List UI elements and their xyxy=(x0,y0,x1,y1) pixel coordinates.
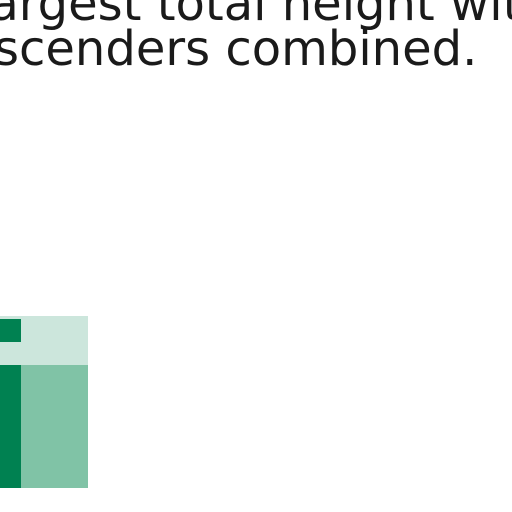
body-text-line-2: scenders combined. xyxy=(0,21,478,77)
i-dot-block xyxy=(0,319,21,342)
i-stem-block xyxy=(0,365,21,488)
body-text-line-1: largest total height with xyxy=(0,0,512,32)
letter-i-illustration xyxy=(0,316,88,488)
